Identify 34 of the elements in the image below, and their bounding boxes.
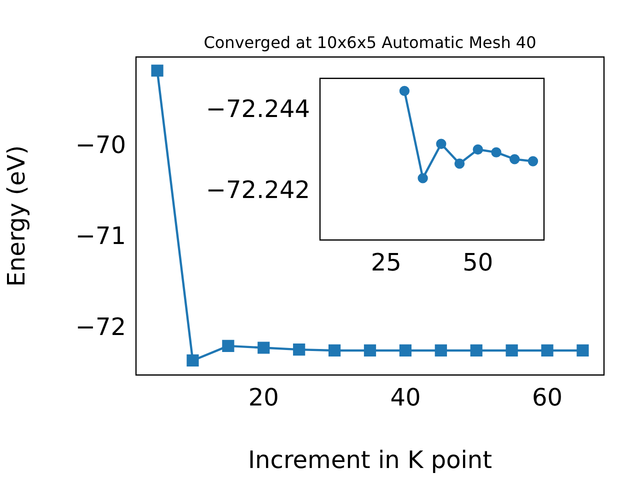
point (293, 344, 306, 356)
point (399, 86, 410, 96)
point (472, 144, 483, 155)
y-tick-label: −71 (75, 222, 126, 250)
point (418, 173, 428, 184)
point (328, 344, 341, 357)
point (470, 344, 482, 357)
point (510, 154, 520, 164)
y-tick-label: −72 (75, 312, 126, 341)
point (151, 64, 164, 77)
x-axis-title: Increment in K point (248, 446, 492, 474)
y-axis-title: Energy (eV) (2, 145, 31, 287)
point (454, 158, 465, 169)
y-tick-label: −72.242 (206, 176, 310, 204)
y-tick-label: −70 (75, 131, 126, 160)
point (528, 156, 538, 166)
point (186, 354, 199, 367)
point (436, 138, 446, 149)
x-tick-label: 20 (248, 384, 279, 412)
point (541, 344, 554, 357)
point (576, 344, 589, 357)
point (364, 344, 376, 357)
x-tick-label: 40 (390, 384, 421, 412)
x-tick-label: 50 (462, 248, 494, 277)
point (258, 342, 270, 354)
x-tick-label: 25 (370, 248, 402, 277)
point (506, 344, 518, 357)
point (399, 344, 412, 357)
point (434, 344, 447, 357)
point (222, 340, 234, 352)
y-tick-label: −72.244 (206, 94, 310, 123)
point (491, 147, 502, 158)
chart-title: Converged at 10x6x5 Automatic Mesh 40 (204, 33, 536, 52)
x-tick-label: 60 (532, 384, 563, 412)
